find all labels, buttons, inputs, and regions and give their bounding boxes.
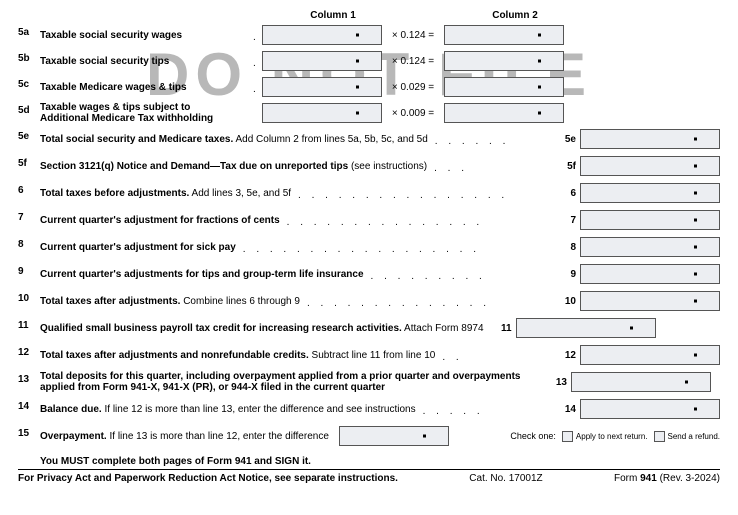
line-14-input[interactable] (580, 399, 720, 419)
line-8-input[interactable] (580, 237, 720, 257)
multiplier: × 0.124 = (382, 56, 444, 67)
line-11: 11 Qualified small business payroll tax … (18, 317, 720, 339)
line-5b-col2-input[interactable] (444, 51, 564, 71)
line-rnum: 6 (560, 188, 580, 199)
line-rnum: 5e (560, 134, 580, 145)
line-number: 12 (18, 344, 40, 358)
line-5e: 5e Total social security and Medicare ta… (18, 128, 720, 150)
line-label: Section 3121(q) Notice and Demand—Tax du… (40, 161, 431, 172)
line-5b: 5b Taxable social security tips . × 0.12… (18, 50, 720, 72)
column-1-header: Column 1 (273, 10, 393, 21)
line-8: 8 Current quarter's adjustment for sick … (18, 236, 720, 258)
footer-form: Form 941 (Rev. 3-2024) (614, 473, 720, 484)
line-5d-col2-input[interactable] (444, 103, 564, 123)
line-label: Taxable social security wages (40, 30, 250, 41)
line-label: Overpayment. If line 13 is more than lin… (40, 431, 333, 442)
line-number: 5e (18, 128, 40, 142)
check-one-label: Check one: (510, 431, 556, 441)
line-5f-input[interactable] (580, 156, 720, 176)
multiplier: × 0.009 = (382, 108, 444, 119)
line-rnum: 14 (560, 404, 580, 415)
line-5a-col1-input[interactable] (262, 25, 382, 45)
line-label: Qualified small business payroll tax cre… (40, 323, 488, 334)
line-number: 5b (18, 50, 40, 64)
line-label: Total taxes after adjustments. Combine l… (40, 296, 304, 307)
multiplier: × 0.124 = (382, 30, 444, 41)
line-5b-col1-input[interactable] (262, 51, 382, 71)
column-2-header: Column 2 (455, 10, 575, 21)
line-label: Total taxes before adjustments. Add line… (40, 188, 295, 199)
line-5c: 5c Taxable Medicare wages & tips . × 0.0… (18, 76, 720, 98)
line-6-input[interactable] (580, 183, 720, 203)
line-label: Taxable social security tips (40, 56, 250, 67)
line-number: 7 (18, 209, 40, 223)
line-15: 15 Overpayment. If line 13 is more than … (18, 425, 720, 447)
line-rnum: 10 (560, 296, 580, 307)
footer-cat: Cat. No. 17001Z (469, 473, 542, 484)
line-rnum: 7 (560, 215, 580, 226)
line-label: Current quarter's adjustment for fractio… (40, 215, 284, 226)
column-headers: Column 1 Column 2 (18, 10, 720, 21)
line-rnum: 5f (560, 161, 580, 172)
footer-left: For Privacy Act and Paperwork Reduction … (18, 473, 398, 484)
line-11-input[interactable] (516, 318, 656, 338)
line-number: 6 (18, 182, 40, 196)
line-12-input[interactable] (580, 345, 720, 365)
apply-next-return-checkbox[interactable] (562, 431, 573, 442)
line-5d: 5d Taxable wages & tips subject to Addit… (18, 102, 720, 124)
send-refund-label: Send a refund. (668, 432, 720, 441)
line-number: 10 (18, 290, 40, 304)
line-14: 14 Balance due. If line 12 is more than … (18, 398, 720, 420)
line-7-input[interactable] (580, 210, 720, 230)
line-label: Total social security and Medicare taxes… (40, 134, 432, 145)
line-rnum: 9 (560, 269, 580, 280)
multiplier: × 0.029 = (382, 82, 444, 93)
send-refund-checkbox[interactable] (654, 431, 665, 442)
line-number: 5c (18, 76, 40, 90)
line-9: 9 Current quarter's adjustments for tips… (18, 263, 720, 285)
line-label: Total deposits for this quarter, includi… (40, 371, 545, 393)
line-5d-col1-input[interactable] (262, 103, 382, 123)
line-5c-col1-input[interactable] (262, 77, 382, 97)
line-10-input[interactable] (580, 291, 720, 311)
line-6: 6 Total taxes before adjustments. Add li… (18, 182, 720, 204)
line-rnum: 13 (551, 377, 571, 388)
line-number: 15 (18, 425, 40, 439)
line-12: 12 Total taxes after adjustments and non… (18, 344, 720, 366)
apply-next-return-label: Apply to next return. (576, 432, 648, 441)
line-rnum: 12 (560, 350, 580, 361)
line-number: 11 (18, 317, 40, 331)
footer-note: You MUST complete both pages of Form 941… (18, 452, 720, 470)
line-number: 5f (18, 155, 40, 169)
line-rnum: 8 (560, 242, 580, 253)
line-label: Taxable Medicare wages & tips (40, 82, 250, 93)
line-10: 10 Total taxes after adjustments. Combin… (18, 290, 720, 312)
line-rnum: 11 (496, 323, 516, 334)
line-label: Current quarter's adjustment for sick pa… (40, 242, 240, 253)
line-number: 13 (18, 371, 40, 385)
line-number: 5a (18, 24, 40, 38)
footer: For Privacy Act and Paperwork Reduction … (18, 470, 720, 484)
line-15-input[interactable] (339, 426, 449, 446)
line-9-input[interactable] (580, 264, 720, 284)
line-5a-col2-input[interactable] (444, 25, 564, 45)
line-13: 13 Total deposits for this quarter, incl… (18, 371, 720, 393)
line-5e-input[interactable] (580, 129, 720, 149)
line-label: Total taxes after adjustments and nonref… (40, 350, 439, 361)
line-number: 5d (18, 102, 40, 116)
line-13-input[interactable] (571, 372, 711, 392)
line-5f: 5f Section 3121(q) Notice and Demand—Tax… (18, 155, 720, 177)
line-label: Balance due. If line 12 is more than lin… (40, 404, 420, 415)
line-7: 7 Current quarter's adjustment for fract… (18, 209, 720, 231)
line-number: 8 (18, 236, 40, 250)
line-label: Current quarter's adjustments for tips a… (40, 269, 368, 280)
line-label: Taxable wages & tips subject to Addition… (40, 102, 262, 124)
line-number: 14 (18, 398, 40, 412)
line-number: 9 (18, 263, 40, 277)
line-5a: 5a Taxable social security wages . × 0.1… (18, 24, 720, 46)
line-5c-col2-input[interactable] (444, 77, 564, 97)
